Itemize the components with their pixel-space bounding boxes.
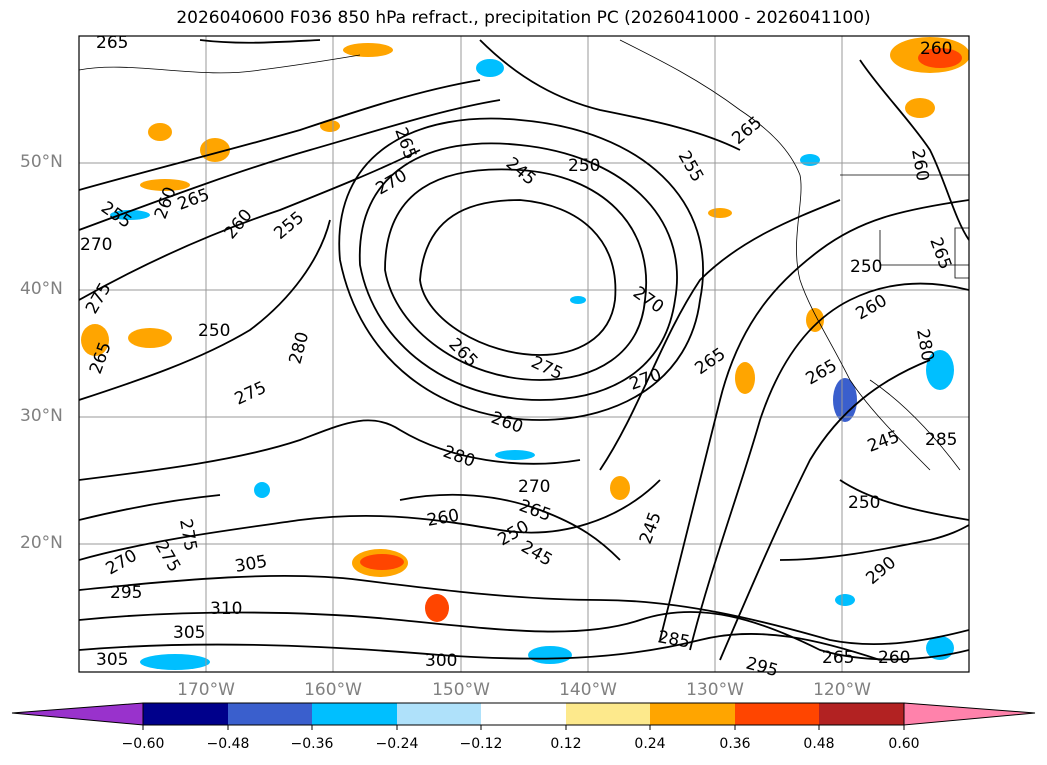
colorbar-segment bbox=[819, 703, 904, 725]
colorbar-tick-label: −0.12 bbox=[459, 736, 503, 752]
contour-label: 300 bbox=[425, 651, 457, 671]
contour-label: 310 bbox=[210, 599, 242, 619]
colorbar-tick-label: −0.24 bbox=[375, 736, 419, 752]
colorbar-tick-label: 0.48 bbox=[803, 736, 835, 752]
colorbar-tick-label: 0.36 bbox=[719, 736, 751, 752]
precip-shading bbox=[81, 37, 969, 670]
lat-label: 40°N bbox=[20, 279, 63, 299]
lon-label: 120°W bbox=[813, 680, 871, 700]
colorbar-segment bbox=[228, 703, 312, 725]
contour-label: 260 bbox=[920, 39, 952, 59]
contour-label: 250 bbox=[568, 156, 600, 176]
colorbar-tick-label: −0.48 bbox=[206, 736, 250, 752]
contour-label: 260 bbox=[878, 648, 910, 668]
lon-label: 160°W bbox=[304, 680, 362, 700]
refractivity-contours bbox=[79, 39, 969, 661]
contour-label: 305 bbox=[96, 650, 128, 670]
colorbar-tick-label: 0.24 bbox=[634, 736, 666, 752]
colorbar-tick-label: −0.60 bbox=[121, 736, 165, 752]
colorbar-segment bbox=[312, 703, 397, 725]
colorbar bbox=[11, 702, 1036, 730]
map-title: 2026040600 F036 850 hPa refract., precip… bbox=[176, 8, 871, 28]
contour-label: 250 bbox=[848, 493, 880, 513]
contour-label: 250 bbox=[850, 257, 882, 277]
lat-label: 30°N bbox=[20, 406, 63, 426]
lon-label: 130°W bbox=[686, 680, 744, 700]
colorbar-high-extension bbox=[903, 702, 1036, 726]
contour-label: 265 bbox=[96, 33, 128, 53]
colorbar-segment bbox=[397, 703, 481, 725]
colorbar-segment bbox=[735, 703, 819, 725]
contour-label: 270 bbox=[518, 477, 550, 497]
contour-label: 265 bbox=[822, 648, 854, 668]
colorbar-tick-label: −0.36 bbox=[290, 736, 334, 752]
colorbar-tick-label: 0.12 bbox=[550, 736, 582, 752]
lat-lon-grid bbox=[79, 36, 969, 672]
colorbar-segment bbox=[481, 703, 566, 725]
lon-label: 140°W bbox=[559, 680, 617, 700]
lon-label: 150°W bbox=[432, 680, 490, 700]
lat-label: 50°N bbox=[20, 152, 63, 172]
lat-label: 20°N bbox=[20, 533, 63, 553]
contour-label: 285 bbox=[925, 430, 957, 450]
contour-label: 305 bbox=[173, 623, 205, 643]
coastlines bbox=[79, 39, 969, 471]
colorbar-low-extension bbox=[11, 702, 144, 726]
colorbar-segment bbox=[566, 703, 650, 725]
contour-label: 295 bbox=[110, 583, 142, 603]
colorbar-segment bbox=[143, 703, 228, 725]
colorbar-segment bbox=[650, 703, 735, 725]
colorbar-tick-label: 0.60 bbox=[888, 736, 920, 752]
contour-label: 250 bbox=[198, 321, 230, 341]
lon-label: 170°W bbox=[177, 680, 235, 700]
contour-label: 270 bbox=[80, 235, 112, 255]
